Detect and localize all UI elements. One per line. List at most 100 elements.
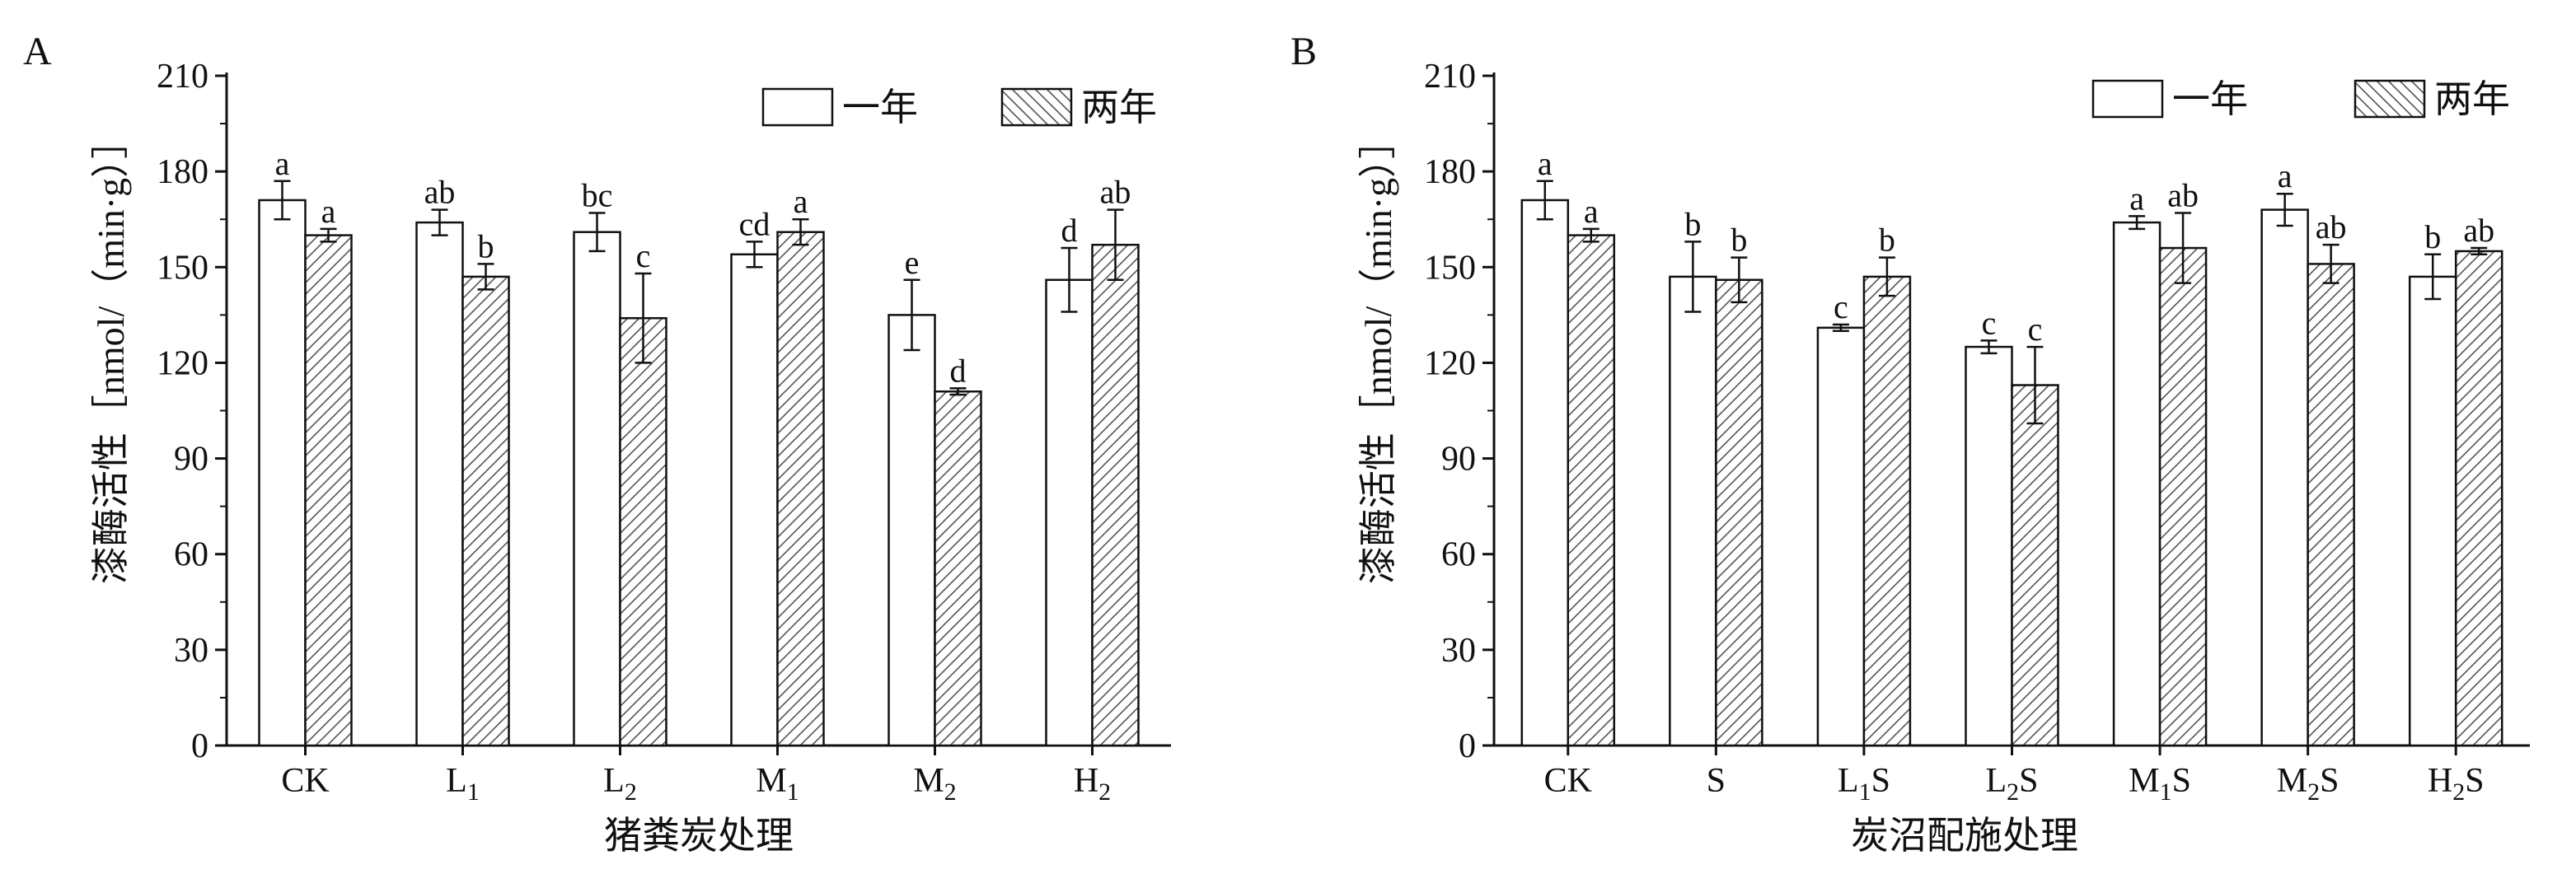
x-tick-label-base: S [1707, 762, 1726, 800]
bar-one-year [573, 231, 621, 747]
bar-two-year [461, 275, 510, 747]
significance-letter: b [1731, 222, 1747, 259]
significance-letter: b [2424, 218, 2441, 255]
y-tick-label: 150 [157, 249, 208, 287]
bar-one-year [1816, 326, 1866, 747]
y-tick-label: 210 [157, 58, 208, 96]
bar-one-year [2112, 221, 2161, 747]
y-tick-label: 180 [1424, 153, 1476, 191]
significance-letter: b [1684, 205, 1701, 242]
bar-one-year [1520, 199, 1570, 747]
legend-swatch-one-year [761, 87, 834, 127]
legend-swatch-two-year [1000, 87, 1073, 127]
significance-letter: a [1584, 193, 1599, 230]
x-tick-label: L2 [603, 762, 637, 806]
y-tick-label: 150 [1424, 249, 1476, 287]
significance-letter: ab [1100, 174, 1131, 211]
x-axis-title-b: 炭沼配施处理 [1851, 815, 2078, 857]
significance-letter: ab [2463, 212, 2494, 249]
significance-letter: a [1538, 145, 1553, 182]
x-tick-label: L1S [1838, 762, 1890, 806]
y-axis-title-b: 漆酶活性［nmol/（min·g）］ [1357, 121, 1399, 584]
y-tick-label: 120 [157, 344, 208, 382]
significance-letter: c [1982, 304, 1997, 341]
x-tick-label-subscript: 2 [944, 778, 957, 806]
x-tick-label-subscript: 1 [2160, 778, 2172, 806]
x-tick-label-base: M [913, 762, 944, 800]
x-tick-label: M1S [2129, 762, 2191, 806]
x-tick-label-suffix: S [1871, 762, 1890, 800]
x-tick-label: CK [281, 762, 329, 800]
x-tick-label-suffix: S [2172, 762, 2191, 800]
legend-swatch-one-year [2091, 79, 2164, 119]
x-tick-label-base: L [446, 762, 467, 800]
significance-letter: c [636, 237, 651, 274]
x-tick-label-base: H [2428, 762, 2452, 800]
bar-two-year [776, 231, 825, 747]
significance-letter: a [275, 145, 290, 182]
x-tick-label: L2S [1985, 762, 2038, 806]
bar-two-year [2158, 246, 2208, 747]
significance-letter: d [1061, 212, 1078, 249]
x-tick-label-subscript: 2 [2452, 778, 2465, 806]
legend-label-two-year: 两年 [1081, 86, 1157, 129]
x-tick-label-base: L [1838, 762, 1859, 800]
significance-letter: b [478, 227, 494, 264]
y-axis-title-a: 漆酶活性［nmol/（min·g）］ [90, 121, 132, 584]
x-tick-label-base: L [603, 762, 625, 800]
x-tick-label: M1 [756, 762, 799, 806]
significance-letter: ab [2167, 176, 2199, 213]
x-tick-label-base: M [2129, 762, 2159, 800]
significance-letter: ab [424, 174, 456, 211]
bar-two-year [2454, 250, 2503, 747]
legend-label-one-year: 一年 [842, 86, 918, 129]
x-tick-label: S [1707, 762, 1726, 800]
bar-two-year [1862, 275, 1912, 747]
panel-letter-a: A [23, 30, 52, 73]
x-tick-label-base: H [1074, 762, 1098, 800]
bar-two-year [1567, 234, 1616, 747]
bar-two-year [2307, 263, 2355, 747]
significance-letter: d [950, 352, 967, 389]
y-tick-label: 0 [1459, 727, 1476, 765]
significance-letter: b [1879, 222, 1895, 259]
significance-letter: e [905, 244, 920, 281]
y-tick-label: 90 [174, 441, 208, 479]
significance-letter: a [321, 193, 336, 230]
bar-two-year [2011, 384, 2059, 747]
bar-one-year [258, 199, 307, 747]
bar-one-year [888, 314, 936, 747]
y-tick-label: 210 [1424, 58, 1476, 96]
x-tick-label: M2S [2277, 762, 2339, 806]
x-tick-label-subscript: 2 [1098, 778, 1111, 806]
x-axis-title-a: 猪粪炭处理 [604, 815, 794, 857]
x-tick-label: M2 [913, 762, 956, 806]
y-tick-label: 120 [1424, 344, 1476, 382]
x-tick-label: H2 [1074, 762, 1111, 806]
bar-two-year [934, 390, 982, 747]
chart-panel-a: A 0306090120150180210aaCKabbL1bccL2cdaM1… [23, 30, 1171, 857]
y-tick-label: 0 [191, 727, 208, 765]
x-tick-label-suffix: S [2465, 762, 2484, 800]
x-tick-label: H2S [2428, 762, 2485, 806]
x-tick-label-base: M [756, 762, 786, 800]
bar-one-year [2260, 208, 2309, 747]
bar-two-year [1715, 278, 1763, 747]
y-tick-label: 30 [174, 632, 208, 670]
y-tick-label: 180 [157, 153, 208, 191]
bar-one-year [1965, 345, 2013, 747]
plot-area-a: 0306090120150180210aaCKabbL1bccL2cdaM1ed… [157, 58, 1171, 806]
x-tick-label-subscript: 1 [467, 778, 480, 806]
x-tick-label-base: CK [1544, 762, 1592, 800]
bar-two-year [619, 316, 667, 747]
bar-one-year [415, 221, 464, 747]
x-tick-label: L1 [446, 762, 480, 806]
significance-letter: a [794, 183, 808, 220]
bar-two-year [1091, 243, 1140, 747]
legend-label-one-year: 一年 [2172, 78, 2248, 120]
y-tick-label: 60 [1441, 536, 1476, 574]
significance-letter: c [2028, 311, 2043, 348]
x-tick-label-subscript: 2 [2307, 778, 2320, 806]
legend-swatch-two-year [2354, 79, 2426, 119]
